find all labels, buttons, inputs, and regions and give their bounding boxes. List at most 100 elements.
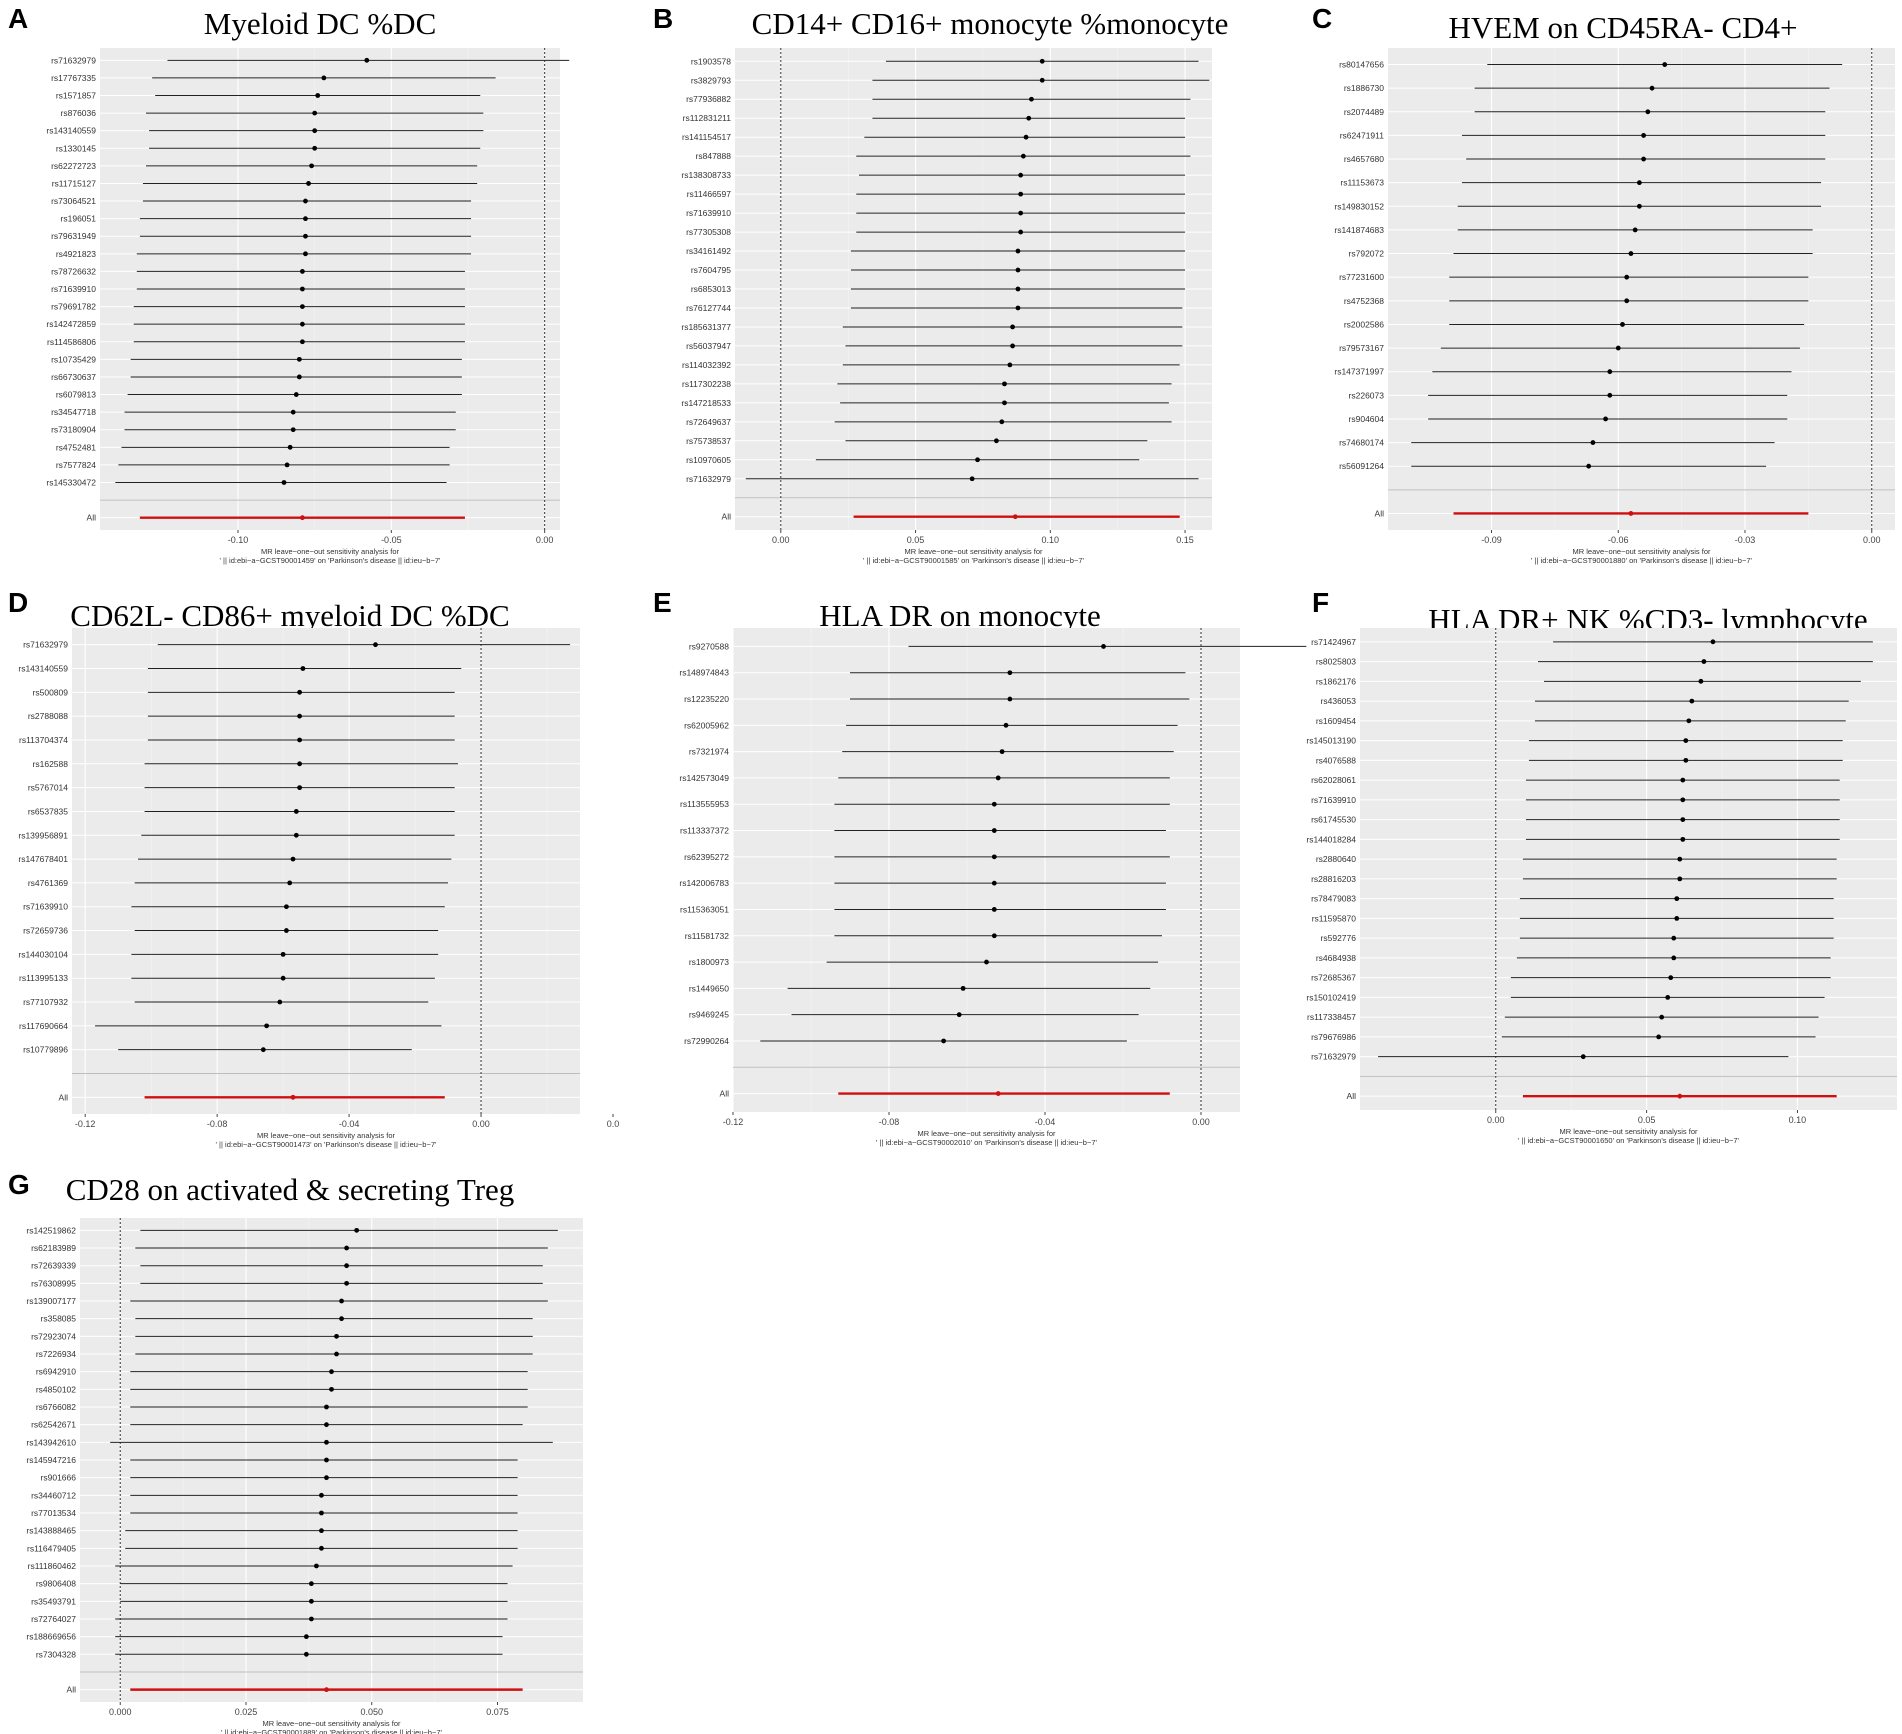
estimate-point bbox=[1677, 876, 1683, 882]
forest-plot-B: B CD14+ CD16+ monocyte %monocyte rs1903578… bbox=[653, 3, 1228, 565]
estimate-point bbox=[324, 1457, 329, 1463]
snp-label: rs62542671 bbox=[31, 1420, 76, 1430]
estimate-point bbox=[1039, 58, 1045, 64]
snp-label: rs34161492 bbox=[686, 246, 731, 256]
snp-label: rs145013190 bbox=[1306, 736, 1356, 746]
snp-label: rs147218533 bbox=[681, 398, 731, 408]
estimate-point bbox=[287, 444, 293, 450]
all-label: All bbox=[1375, 508, 1385, 518]
estimate-point bbox=[303, 216, 308, 222]
estimate-point bbox=[319, 1528, 324, 1534]
snp-label: rs72685367 bbox=[1311, 973, 1356, 983]
snp-label: rs112831211 bbox=[683, 113, 732, 123]
estimate-point bbox=[284, 928, 289, 933]
estimate-point bbox=[1689, 698, 1695, 704]
estimate-point bbox=[324, 1404, 329, 1410]
snp-label: rs4752481 bbox=[56, 442, 96, 452]
snp-label: rs17767335 bbox=[51, 73, 96, 83]
estimate-point bbox=[994, 438, 999, 444]
snp-label: rs145947216 bbox=[26, 1455, 76, 1465]
plot-background bbox=[733, 628, 1240, 1112]
x-tick-label: -0.08 bbox=[879, 1117, 900, 1127]
estimate-point bbox=[264, 1023, 270, 1029]
snp-label: rs6766082 bbox=[36, 1402, 76, 1412]
snp-label: rs148974843 bbox=[679, 668, 729, 678]
estimate-point bbox=[339, 1316, 344, 1322]
estimate-point bbox=[1645, 109, 1651, 115]
snp-label: rs1449650 bbox=[689, 983, 729, 993]
estimate-point bbox=[991, 907, 997, 912]
x-tick-label: -0.03 bbox=[1735, 535, 1756, 545]
snp-label: rs142573049 bbox=[679, 773, 729, 783]
snp-label: rs117302238 bbox=[682, 379, 731, 389]
snp-label: rs2788088 bbox=[28, 711, 68, 721]
estimate-point bbox=[1686, 718, 1692, 724]
x-tick-label: -0.12 bbox=[723, 1117, 744, 1127]
panel-C: C HVEM on CD45RA- CD4+ rs80147656 rs1886730… bbox=[1300, 0, 1902, 565]
x-tick-label: 0.025 bbox=[235, 1707, 258, 1717]
estimate-point bbox=[300, 286, 305, 292]
snp-label: rs11595870 bbox=[1312, 913, 1357, 923]
snp-label: rs144030104 bbox=[18, 949, 68, 959]
estimate-point bbox=[969, 476, 975, 482]
snp-label: rs11466597 bbox=[687, 189, 732, 199]
snp-label: rs113555953 bbox=[680, 799, 729, 809]
snp-label: rs10970605 bbox=[686, 455, 731, 465]
estimate-point bbox=[334, 1351, 339, 1357]
snp-label: rs4076588 bbox=[1316, 755, 1356, 765]
estimate-point bbox=[1680, 777, 1686, 783]
estimate-point bbox=[1015, 267, 1021, 273]
estimate-point bbox=[1607, 392, 1613, 398]
estimate-point bbox=[1026, 115, 1032, 121]
estimate-point bbox=[1671, 935, 1677, 941]
estimate-point bbox=[1002, 381, 1007, 387]
all-estimate-point bbox=[324, 1687, 329, 1693]
estimate-point bbox=[1710, 639, 1716, 645]
snp-label: rs3829793 bbox=[691, 75, 731, 85]
estimate-point bbox=[1002, 400, 1007, 406]
estimate-point bbox=[999, 419, 1005, 425]
estimate-point bbox=[1656, 1034, 1662, 1040]
forest-plot-G: G CD28 on activated & secreting Treg rs142… bbox=[8, 1169, 583, 1734]
x-axis-caption-line2: ' || id:ebi−a−GCST90001889' on 'Parkinso… bbox=[221, 1728, 442, 1734]
snp-label: rs79631949 bbox=[51, 231, 96, 241]
x-axis-caption-line2: ' || id:ebi−a−GCST90001473' on 'Parkinso… bbox=[216, 1140, 437, 1149]
estimate-point bbox=[297, 761, 303, 767]
estimate-point bbox=[1701, 659, 1707, 664]
snp-label: rs188669656 bbox=[26, 1632, 76, 1642]
snp-label: rs1571857 bbox=[56, 90, 96, 100]
x-tick-label: 0.0 bbox=[607, 1119, 620, 1129]
estimate-point bbox=[1680, 836, 1686, 842]
snp-label: rs9806408 bbox=[36, 1579, 76, 1589]
snp-label: rs77936882 bbox=[686, 94, 731, 104]
panel-A: A Myeloid DC %DC rs71632979 rs17767335 rs157… bbox=[0, 0, 610, 565]
snp-label: rs71632979 bbox=[51, 55, 96, 65]
estimate-point bbox=[1603, 416, 1608, 422]
snp-label: rs72639339 bbox=[31, 1261, 76, 1271]
x-tick-label: -0.04 bbox=[1035, 1117, 1056, 1127]
estimate-point bbox=[1683, 738, 1689, 743]
snp-label: rs12235220 bbox=[684, 694, 729, 704]
x-tick-label: 0.15 bbox=[1176, 535, 1194, 545]
snp-label: rs1609454 bbox=[1316, 716, 1356, 726]
snp-label: rs6853013 bbox=[691, 284, 731, 294]
estimate-point bbox=[290, 856, 296, 862]
snp-label: rs71639910 bbox=[51, 284, 96, 294]
estimate-point bbox=[1015, 286, 1021, 292]
estimate-point bbox=[1677, 856, 1683, 862]
estimate-point bbox=[309, 163, 314, 169]
x-axis-caption-line1: MR leave−one−out sensitivity analysis fo… bbox=[1560, 1127, 1698, 1136]
x-tick-label: 0.00 bbox=[472, 1119, 490, 1129]
snp-label: rs116479405 bbox=[27, 1543, 76, 1553]
estimate-point bbox=[293, 809, 299, 814]
estimate-point bbox=[1039, 77, 1045, 83]
estimate-point bbox=[354, 1227, 360, 1233]
panel-label: C bbox=[1312, 3, 1332, 34]
estimate-point bbox=[1029, 96, 1034, 102]
estimate-point bbox=[1003, 722, 1009, 728]
estimate-point bbox=[1665, 995, 1671, 1000]
estimate-point bbox=[281, 480, 287, 485]
estimate-point bbox=[334, 1333, 339, 1339]
estimate-point bbox=[300, 666, 306, 671]
panel-label: F bbox=[1312, 587, 1329, 618]
